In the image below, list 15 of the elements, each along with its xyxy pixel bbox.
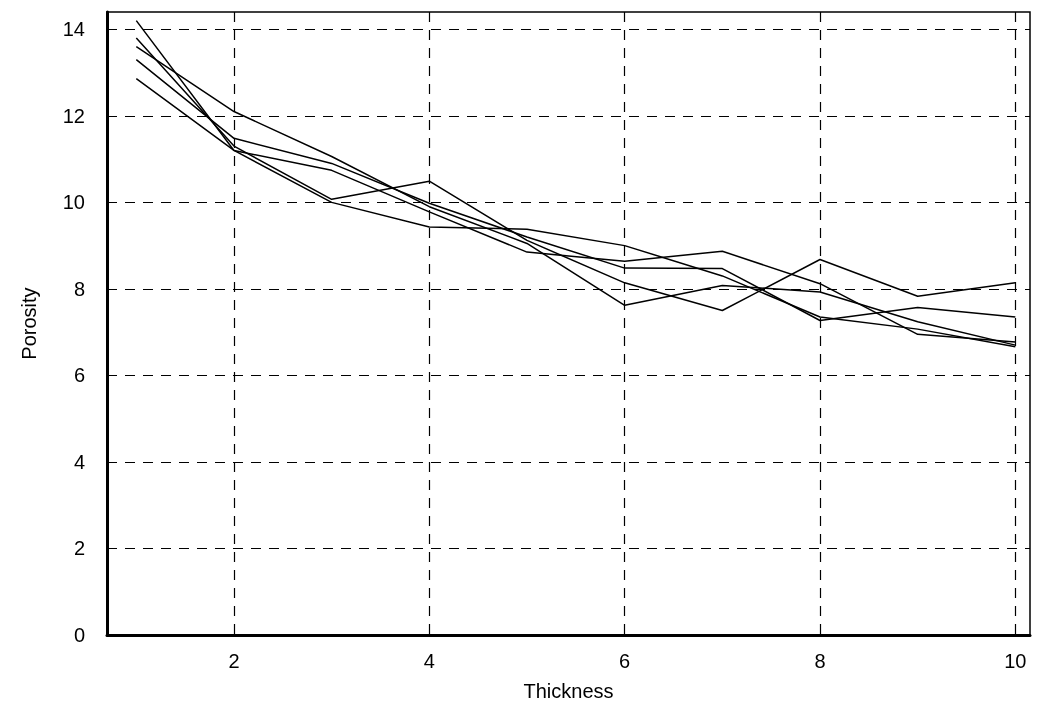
x-tick-label: 4 <box>423 650 435 672</box>
y-tick-label: 0 <box>73 624 85 646</box>
y-tick-label: 10 <box>62 191 85 214</box>
y-tick-label: 2 <box>73 537 85 560</box>
y-tick-label: 8 <box>73 277 85 300</box>
y-axis-title: Porosity <box>18 287 40 360</box>
y-tick-label: 6 <box>73 364 85 387</box>
x-axis-title: Thickness <box>523 680 614 702</box>
y-tick-label: 14 <box>62 18 85 41</box>
x-tick-label: 6 <box>619 650 631 672</box>
y-tick-label: 12 <box>62 104 85 127</box>
x-tick-label: 2 <box>228 650 240 672</box>
x-tick-label: 8 <box>814 650 826 672</box>
y-tick-label: 4 <box>73 450 85 473</box>
x-tick-label: 10 <box>1004 650 1027 672</box>
